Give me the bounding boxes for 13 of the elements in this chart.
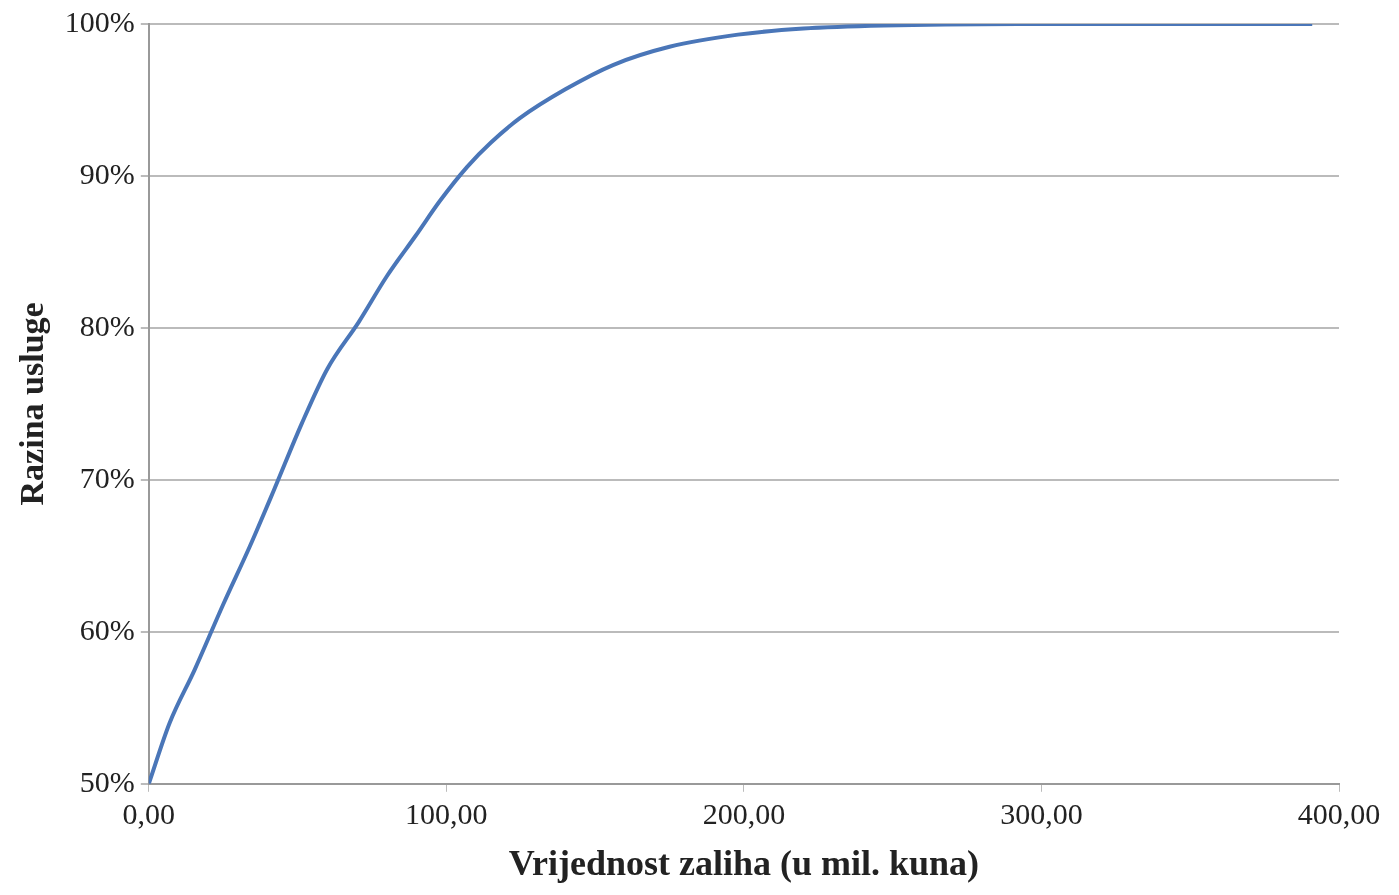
x-tick-label: 0,00	[122, 796, 176, 830]
y-tick-label: 90%	[79, 156, 135, 190]
x-tick-label: 400,00	[1297, 796, 1381, 830]
x-axis-title: Vrijednost zaliha (u mil. kuna)	[508, 842, 980, 883]
y-axis-title: Razina usluge	[13, 302, 51, 506]
y-tick-label: 100%	[64, 4, 135, 38]
x-tick-label: 100,00	[405, 796, 488, 830]
x-tick-label: 200,00	[702, 796, 786, 830]
x-tick-label: 300,00	[1000, 796, 1083, 830]
y-tick-label: 70%	[79, 460, 135, 494]
y-tick-label: 80%	[79, 308, 135, 342]
y-tick-label: 60%	[79, 612, 135, 646]
y-tick-label: 50%	[79, 764, 135, 798]
